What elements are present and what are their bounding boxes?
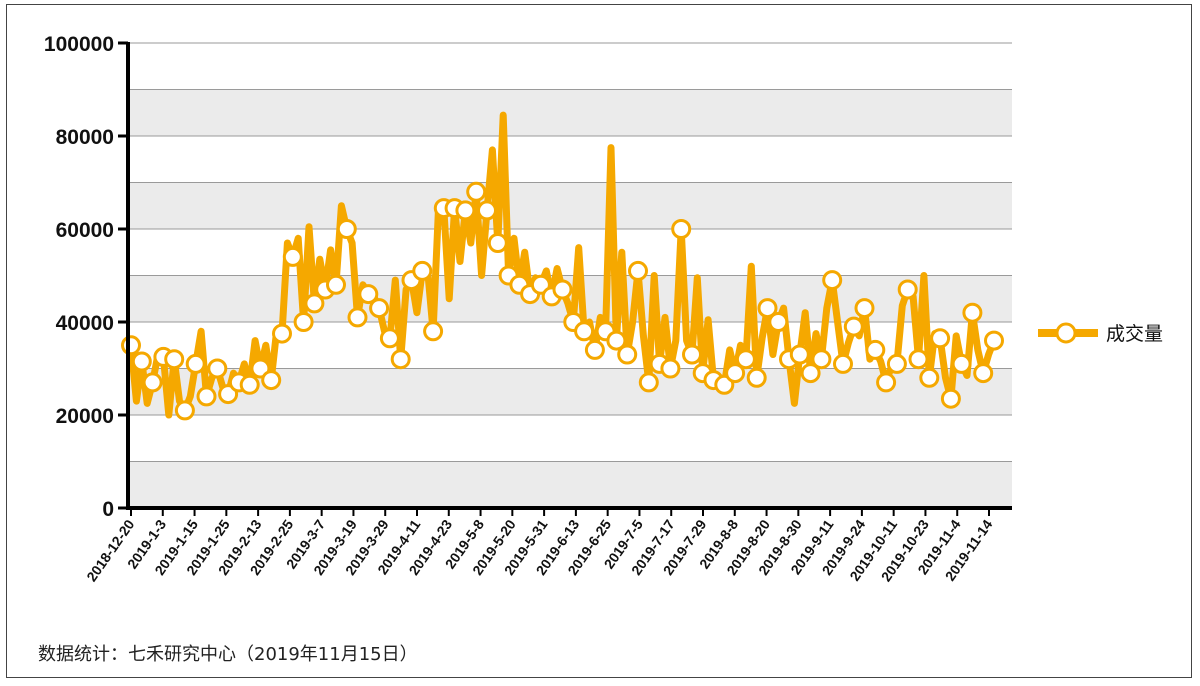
y-tick-label: 20000 (56, 405, 114, 428)
plot-background-bands (128, 89, 1012, 508)
data-point (833, 353, 853, 374)
data-point (131, 351, 152, 372)
data-point (628, 260, 648, 281)
axes (126, 42, 1012, 510)
data-point (865, 339, 886, 360)
data-point (552, 279, 573, 300)
data-point (811, 349, 832, 370)
x-axis-ticks: 2018-12-202019-1-32019-1-152019-1-252019… (83, 508, 996, 584)
data-point (854, 298, 875, 319)
data-point (390, 349, 411, 370)
source-note: 数据统计：七禾研究中心（2019年11月15日） (38, 644, 418, 665)
data-point (897, 279, 918, 300)
data-point (121, 335, 141, 356)
y-tick-label: 0 (102, 498, 114, 521)
data-point (142, 372, 163, 393)
data-point (272, 323, 292, 344)
data-point (185, 353, 206, 374)
data-point (984, 330, 1004, 351)
data-point (930, 328, 951, 349)
legend: 成交量 (1038, 322, 1163, 345)
background-band (128, 461, 1012, 508)
data-point (282, 246, 303, 267)
data-point (682, 344, 702, 365)
y-tick-label: 80000 (56, 126, 114, 149)
data-point (239, 374, 260, 395)
background-band (128, 182, 1012, 229)
y-tick-label: 60000 (56, 219, 114, 242)
data-point (379, 328, 400, 349)
data-point (606, 330, 627, 351)
data-point (293, 312, 314, 332)
data-point (725, 363, 746, 384)
y-tick-label: 100000 (44, 33, 114, 56)
data-point (638, 372, 659, 393)
background-band (128, 89, 1012, 136)
data-point (336, 219, 357, 239)
data-point (261, 370, 282, 391)
data-point (358, 284, 379, 305)
data-point (196, 386, 217, 407)
data-point (369, 298, 390, 319)
data-point (477, 200, 497, 221)
data-point (671, 219, 692, 239)
data-point (304, 293, 325, 314)
data-point (973, 363, 994, 384)
data-point (584, 339, 605, 360)
data-point (908, 349, 929, 370)
data-point (347, 307, 368, 328)
data-point (886, 353, 907, 374)
data-point (822, 270, 843, 291)
legend-label: 成交量 (1106, 323, 1163, 345)
y-tick-label: 40000 (56, 312, 114, 335)
x-tick-label: 2018-12-20 (83, 516, 137, 584)
data-point (735, 349, 756, 370)
data-point (789, 344, 810, 365)
data-point (412, 260, 433, 281)
data-point (207, 358, 228, 379)
data-point (164, 349, 185, 370)
data-point (951, 353, 972, 374)
data-point (326, 274, 346, 295)
data-point (660, 358, 681, 379)
series-markers (121, 181, 1004, 421)
legend-swatch-marker (1055, 322, 1077, 344)
data-point (757, 298, 778, 319)
data-point (800, 363, 821, 384)
data-point (174, 400, 195, 421)
data-point (843, 316, 864, 337)
data-point (487, 233, 508, 253)
data-point (746, 367, 767, 388)
data-point (940, 388, 961, 409)
data-point (962, 302, 983, 323)
data-point (423, 321, 444, 342)
data-point (919, 367, 940, 388)
y-axis-ticks: 0 20000 40000 60000 80000 100000 (44, 33, 128, 521)
data-point (574, 321, 595, 342)
data-point (876, 372, 897, 393)
data-point (455, 200, 476, 221)
data-point (617, 344, 638, 365)
data-point (768, 312, 789, 332)
data-point (466, 181, 487, 202)
